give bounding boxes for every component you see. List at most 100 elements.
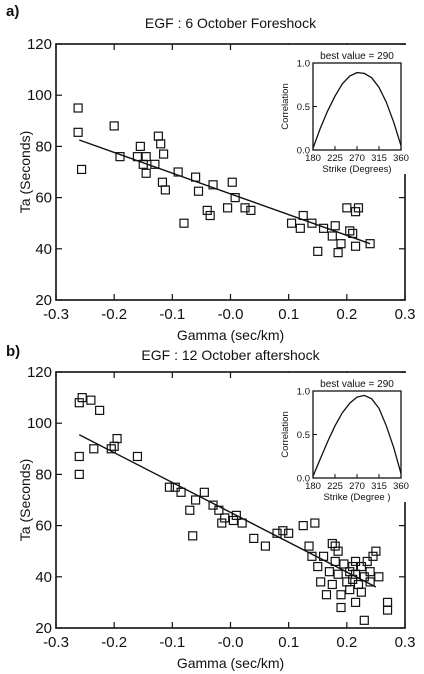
panel-a-inset-x-tick-label: 225: [327, 153, 343, 164]
panel-a-x-tick-label: 0.3: [395, 306, 416, 323]
panel-b-data-point: [336, 590, 346, 600]
panel-b-y-tick-label: 40: [35, 569, 52, 586]
panel-a-y-tick-label: 40: [35, 241, 52, 258]
panel-b-data-point: [336, 602, 346, 613]
panel-a-x-tick-label: 0.1: [278, 306, 299, 323]
panel-b-data-point: [185, 505, 195, 515]
panel-b-x-tick-label: 0.3: [395, 634, 416, 651]
panel-a-data-point: [227, 177, 237, 187]
panel-b-data-point: [310, 518, 320, 528]
panel-b-x-tick-label: -0.3: [43, 634, 69, 651]
panel-a-data-point: [327, 231, 337, 241]
panel-a-inset-y-axis-label: Correlation: [280, 83, 291, 129]
panel-b-data-point: [382, 605, 393, 615]
panel-b-data-point: [356, 561, 366, 572]
panel-b-y-tick-label: 100: [27, 415, 52, 432]
panel-b-data-point: [77, 393, 87, 403]
panel-b-data-point: [327, 579, 337, 590]
panel-a-data-point: [109, 121, 119, 131]
panel-b-inset-x-tick-label: 360: [393, 481, 409, 492]
panel-a-data-point: [156, 139, 166, 149]
panel-b-data-point: [217, 518, 227, 528]
panel-a-inset-x-tick-label: 315: [371, 153, 387, 164]
panel-b-data-point: [298, 520, 308, 531]
panel-b-inset-y-axis-label: Correlation: [280, 411, 291, 457]
panel-b-x-tick-label: -0.2: [101, 634, 127, 651]
panel-a-y-axis-label: Ta (Seconds): [17, 131, 33, 213]
panel-b-inset-x-tick-label: 315: [371, 481, 387, 492]
panel-b-data-point: [350, 556, 361, 567]
panel-a-inset-x-axis-label: Strike (Degrees): [322, 164, 391, 175]
panel-b-data-point: [249, 533, 259, 544]
panel-b-data-point: [191, 495, 201, 505]
panel-a-inset-correlation-curve: [312, 71, 402, 149]
panel-a-data-point: [240, 203, 250, 213]
panel-a-data-point: [348, 228, 358, 239]
panel-b-data-point: [260, 541, 270, 551]
panel-a-x-tick-label: -0.1: [159, 306, 185, 323]
panel-b-data-point: [348, 561, 358, 572]
panel-a-data-point: [132, 152, 143, 162]
panel-b-data-point: [382, 597, 393, 608]
panel-a-y-tick-label: 80: [35, 138, 52, 155]
panel-a-data-point: [246, 205, 256, 215]
panel-b-data-point: [208, 500, 218, 510]
panel-a-y-tick-label: 60: [35, 190, 52, 207]
panel-a-data-point: [298, 210, 308, 221]
panel-b-data-point: [362, 556, 372, 567]
panel-a-data-point: [157, 177, 168, 187]
panel-a-data-point: [318, 223, 329, 233]
panel-b-data-point: [272, 528, 282, 538]
panel-b-inset-y-tick-label: 1.0: [297, 387, 310, 398]
panel-b-title: EGF : 12 October aftershock: [141, 347, 320, 363]
panel-b-data-point: [188, 531, 198, 541]
panel-b-data-point: [307, 551, 317, 561]
panel-a-label: a): [6, 3, 19, 20]
panel-b-inset-correlation-curve: [312, 394, 402, 477]
panel-b-inset-y-tick-label: 0.0: [297, 474, 310, 485]
panel-b-data-point: [313, 561, 323, 572]
panel-b-x-tick-label: 0.1: [278, 634, 299, 651]
panel-b-data-point: [330, 556, 340, 567]
panel-b-data-point: [374, 572, 384, 582]
panel-a-x-axis-label: Gamma (sec/km): [177, 327, 284, 343]
panel-b-y-tick-label: 80: [35, 466, 52, 483]
panel-b-data-point: [74, 398, 84, 408]
panel-b-data-point: [342, 577, 352, 587]
panel-b-inset-x-tick-label: 180: [305, 481, 321, 492]
panel-a-x-tick-label: -0.0: [218, 306, 244, 323]
panel-b-data-point: [89, 444, 99, 454]
panel-b-data-point: [278, 526, 288, 536]
panel-a-inset-x-tick-label: 180: [305, 153, 321, 164]
panel-a-inset-y-tick-label: 0.5: [297, 102, 310, 113]
panel-a-data-point: [179, 218, 189, 228]
panel-b-data-point: [112, 433, 122, 444]
panel-b-y-tick-label: 20: [35, 620, 52, 637]
panel-b-label: b): [6, 343, 20, 360]
panel-b-data-point: [333, 569, 343, 579]
panel-b-inset-background: [269, 373, 407, 502]
panel-b-inset-x-tick-label: 270: [349, 481, 365, 492]
panel-b-data-point: [237, 518, 247, 528]
panel-b-data-point: [339, 559, 349, 569]
panel-b-data-point: [365, 577, 375, 587]
panel-b-x-tick-label: 0.2: [336, 634, 357, 651]
panel-b-data-point: [74, 451, 84, 462]
panel-b-fit-line: [78, 434, 377, 588]
panel-a-data-point: [193, 186, 204, 196]
panel-a-data-point: [222, 203, 233, 213]
panel-a-data-point: [73, 127, 83, 137]
panel-a-data-point: [313, 246, 323, 256]
panel-a-inset-background: [269, 45, 407, 174]
panel-a-data-point: [153, 131, 163, 141]
panel-a-data-point: [295, 223, 305, 233]
panel-b-y-tick-label: 120: [27, 364, 52, 381]
panel-b-data-point: [356, 587, 366, 597]
panel-a-data-point: [173, 167, 183, 177]
panel-b-data-point: [220, 513, 230, 523]
panel-a-data-point: [76, 164, 87, 175]
panel-b-data-point: [365, 567, 375, 577]
panel-b-data-point: [359, 572, 369, 582]
panel-b-x-axis-label: Gamma (sec/km): [177, 655, 284, 671]
